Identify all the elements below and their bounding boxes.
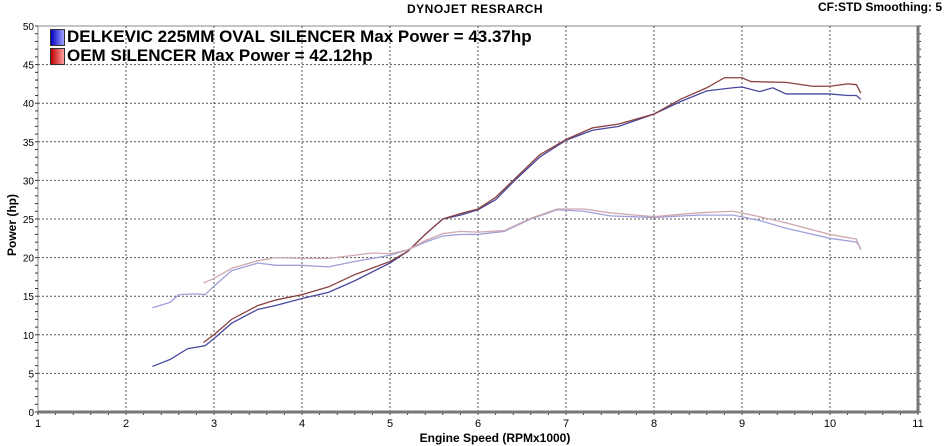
series-line-1 [203, 77, 862, 344]
y-tick-label: 25 [23, 215, 35, 226]
x-tick-label: 7 [563, 418, 569, 430]
x-tick-label: 1 [35, 418, 41, 430]
legend-item-oem: OEM SILENCER Max Power = 42.12hp [50, 46, 373, 66]
series-line-2 [152, 209, 862, 309]
legend-swatch-blue [50, 28, 65, 46]
y-tick-label: 20 [23, 254, 35, 265]
x-tick-label: 11 [912, 418, 923, 430]
legend-label: OEM SILENCER Max Power = 42.12hp [67, 46, 373, 65]
x-tick-label: 8 [651, 418, 657, 430]
x-tick-label: 5 [387, 418, 393, 430]
x-tick-label: 2 [123, 418, 129, 430]
x-tick-label: 6 [475, 418, 481, 430]
series-line-0 [152, 86, 862, 368]
y-tick-label: 45 [23, 61, 35, 72]
x-tick-label: 10 [824, 418, 836, 430]
chart-title: DYNOJET RESRARCH [406, 2, 543, 16]
y-tick-label: 15 [23, 292, 35, 303]
x-tick-label: 3 [211, 418, 217, 430]
settings-label: CF:STD Smoothing: 5 [818, 0, 942, 14]
y-tick-label: 40 [23, 99, 35, 110]
x-tick-label: 9 [739, 418, 745, 430]
series-line-3 [203, 208, 862, 284]
y-tick-label: 50 [23, 22, 35, 33]
y-tick-label: 10 [23, 331, 35, 342]
legend-item-delkevic: DELKEVIC 225MM OVAL SILENCER Max Power =… [50, 27, 532, 47]
y-axis-label: Power (hp) [5, 194, 19, 256]
y-tick-label: 35 [23, 138, 35, 149]
y-tick-label: 30 [23, 176, 35, 187]
x-tick-label: 4 [299, 418, 305, 430]
y-tick-label: 5 [28, 369, 34, 380]
y-tick-label: 0 [28, 408, 34, 419]
legend-swatch-red [50, 47, 65, 65]
x-axis-label: Engine Speed (RPMx1000) [419, 431, 571, 445]
legend-label: DELKEVIC 225MM OVAL SILENCER Max Power =… [67, 27, 532, 46]
